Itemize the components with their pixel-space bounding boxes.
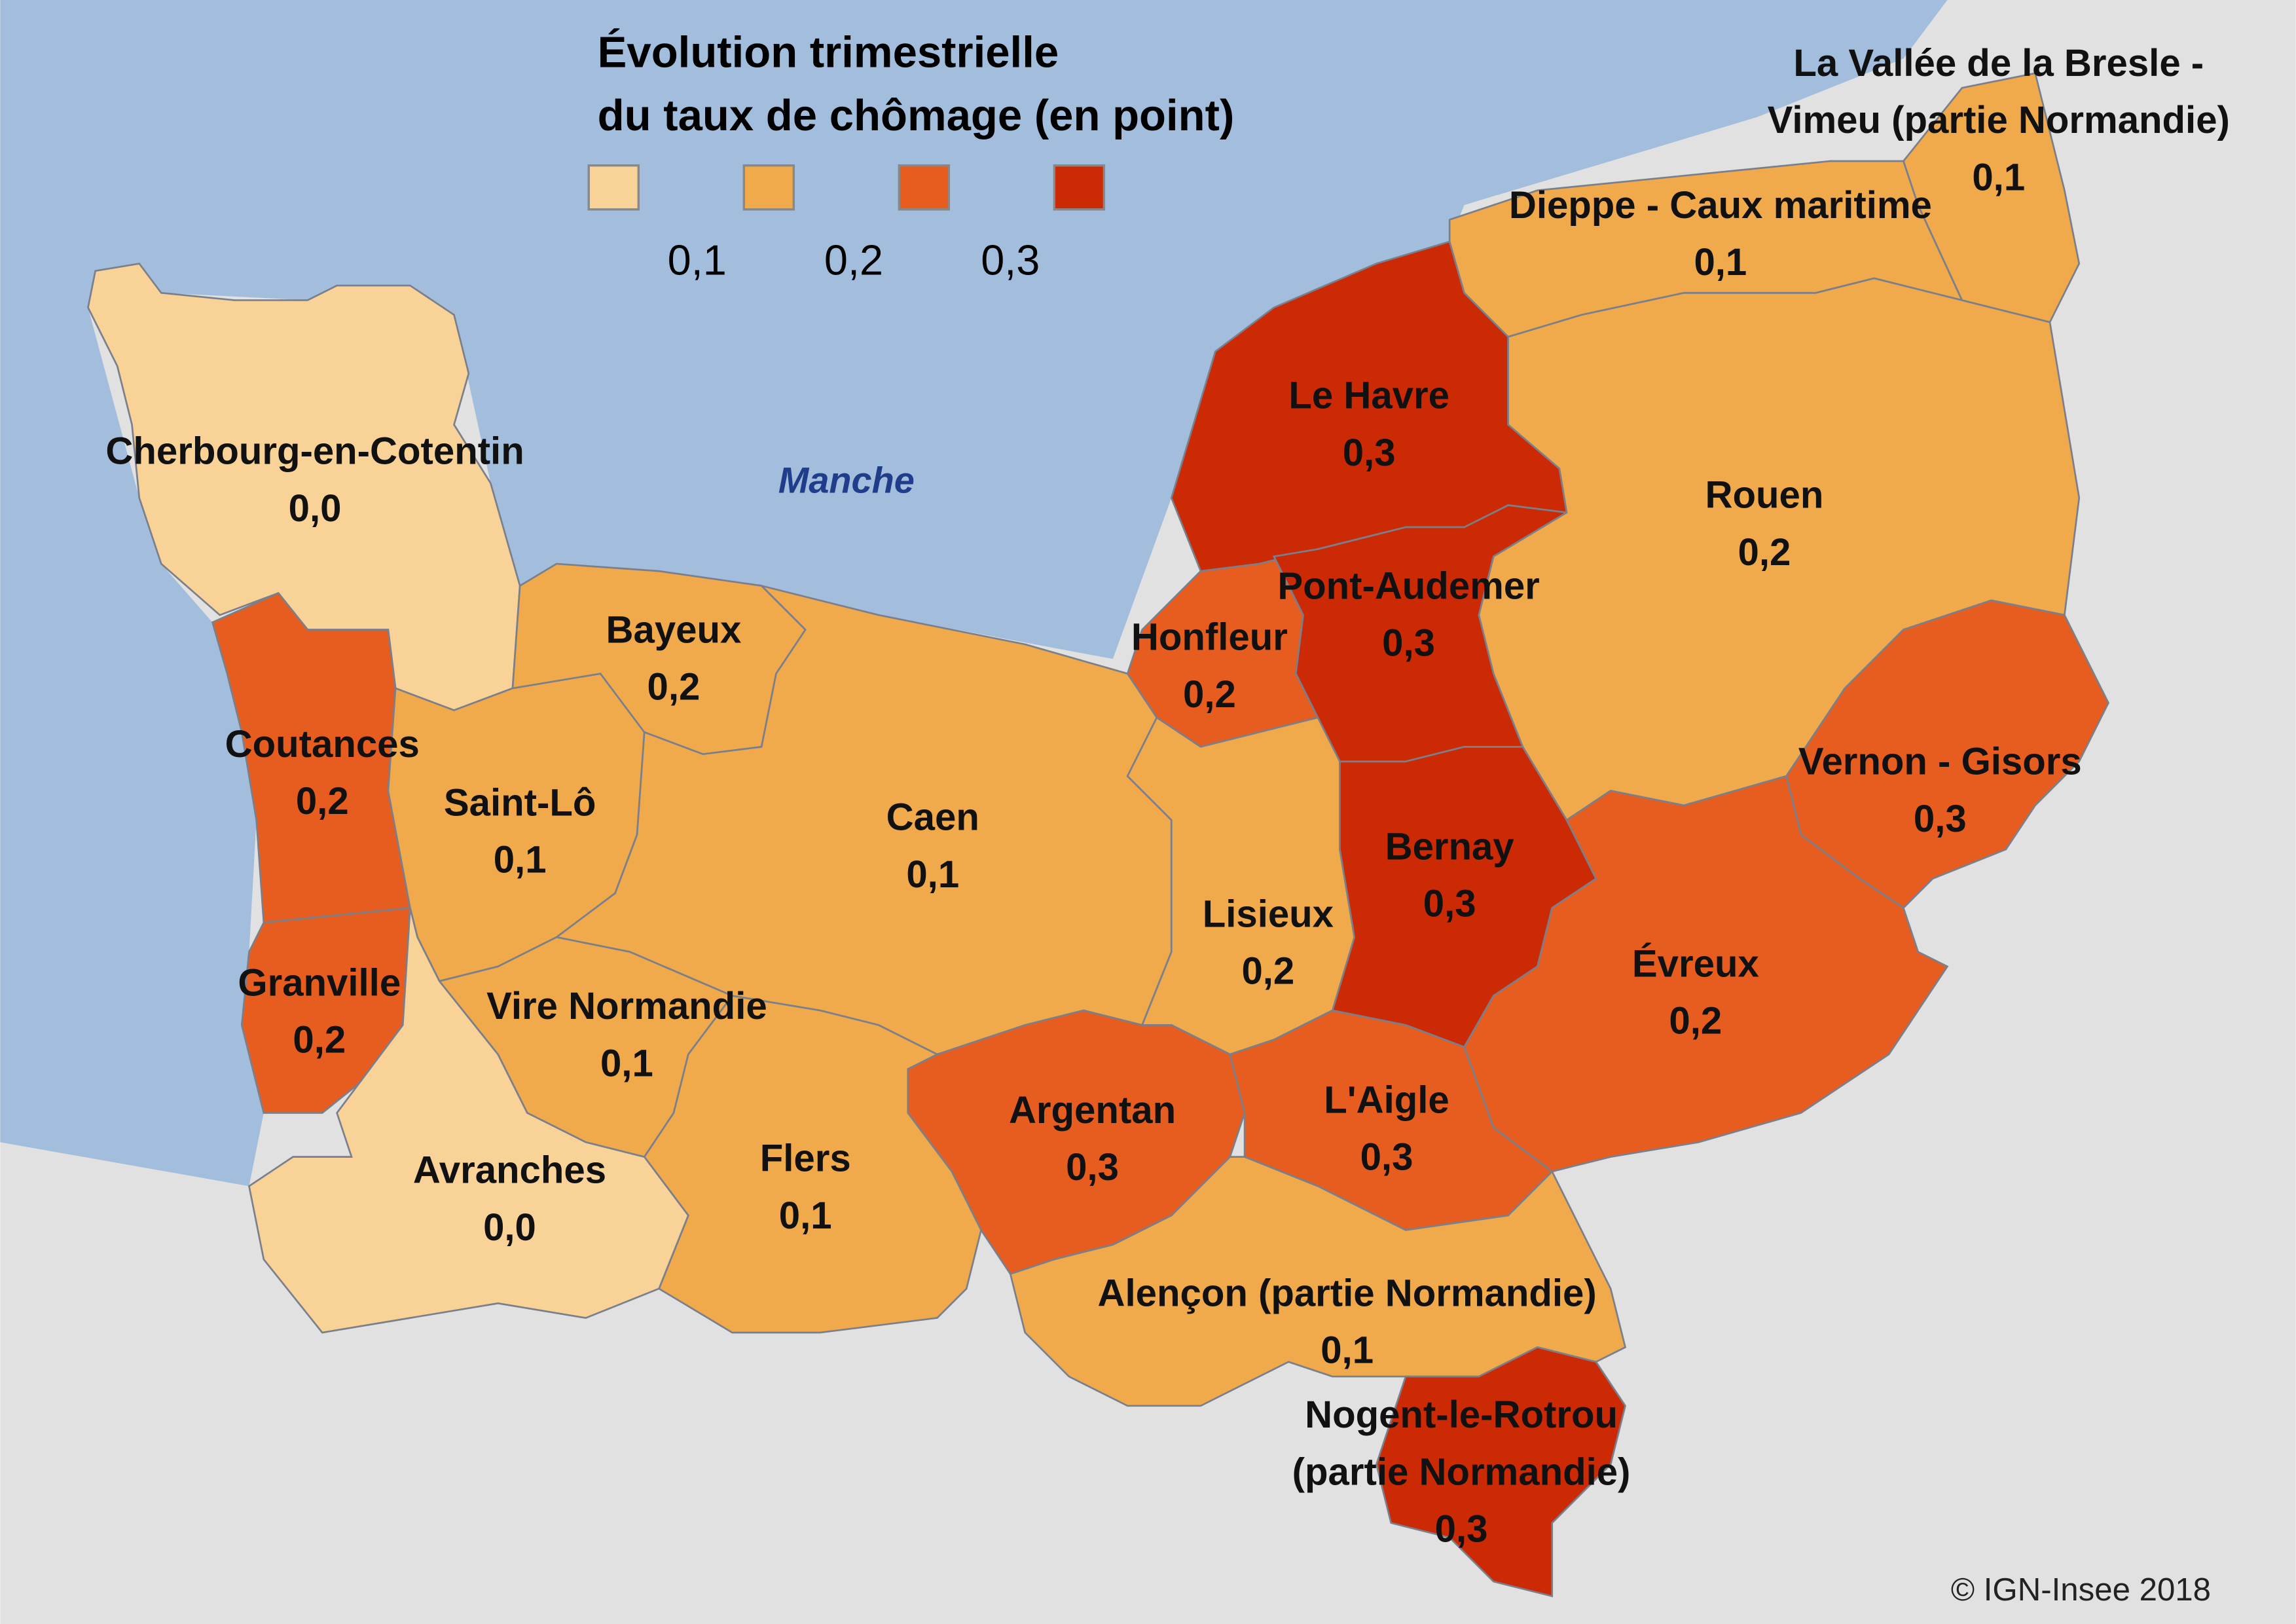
credit: © IGN-Insee 2018 <box>1951 1572 2211 1608</box>
legend-break: 0,2 <box>824 236 883 284</box>
region-value: 0,2 <box>1669 999 1722 1042</box>
region-name: Bernay <box>1385 825 1515 868</box>
region-value: 0,3 <box>1914 798 1967 840</box>
region-value: 0,1 <box>494 839 547 881</box>
region-name: Vire Normandie <box>486 985 767 1027</box>
region <box>1463 775 1949 1173</box>
region-value: 0,1 <box>779 1194 832 1237</box>
region-value: 0,1 <box>1321 1329 1374 1372</box>
region <box>247 908 689 1334</box>
region-value: 0,1 <box>600 1042 653 1084</box>
region-value: 0,2 <box>647 666 701 709</box>
region <box>1009 1156 1627 1407</box>
region-value: 0,3 <box>1360 1135 1413 1178</box>
region-value: 0,2 <box>296 780 349 822</box>
region-name: Vimeu (partie Normandie) <box>1768 99 2230 141</box>
legend: 0,1 0,2 0,3 <box>587 164 1106 284</box>
region-value: 0,3 <box>1423 883 1476 925</box>
region-name: Pont-Audemer <box>1277 564 1539 607</box>
region-value: 0,2 <box>293 1019 346 1061</box>
region-name: Bayeux <box>606 608 742 651</box>
region-name: Le Havre <box>1288 375 1449 417</box>
region-name: Argentan <box>1009 1089 1176 1132</box>
region <box>643 995 982 1334</box>
legend-break: 0,3 <box>981 236 1040 284</box>
title-line: Évolution trimestrielle <box>598 28 1059 77</box>
region-value: 0,3 <box>1435 1507 1488 1550</box>
labels: Cherbourg-en-Cotentin 0,0 Coutances 0,2 Gran… <box>105 42 2229 1550</box>
region-value: 0,2 <box>1241 950 1294 992</box>
region-name: Coutances <box>225 723 420 766</box>
region-value: 0,1 <box>906 853 959 896</box>
legend-swatch <box>898 164 951 211</box>
region-name: Vernon - Gisors <box>1798 741 2082 783</box>
region-name: Avranches <box>413 1149 606 1192</box>
region-name: Dieppe - Caux maritime <box>1509 184 1932 227</box>
region-name: Flers <box>760 1137 851 1180</box>
region-name: Saint-Lô <box>444 781 596 824</box>
title-line: du taux de chômage (en point) <box>598 91 1235 140</box>
legend-swatch <box>587 164 640 211</box>
sea <box>0 0 1948 1187</box>
regions <box>87 72 2109 1598</box>
region <box>1902 72 2081 323</box>
region-name: Honfleur <box>1131 616 1288 659</box>
region-value: 0,3 <box>1066 1146 1119 1189</box>
region-value: 0,1 <box>1694 241 1747 284</box>
region-name: Granville <box>238 961 401 1004</box>
region-name: Évreux <box>1632 942 1759 985</box>
legend-swatch <box>1053 164 1106 211</box>
region <box>1375 1346 1626 1598</box>
region-value: 0,0 <box>483 1206 536 1249</box>
region-value: 0,0 <box>289 487 342 530</box>
region-name: Rouen <box>1705 474 1824 517</box>
region-name: Cherbourg-en-Cotentin <box>105 430 524 473</box>
region-name: Nogent-le-Rotrou <box>1305 1393 1618 1436</box>
region-name: L'Aigle <box>1324 1079 1449 1121</box>
region-value: 0,3 <box>1343 432 1396 474</box>
region-name: (partie Normandie) <box>1292 1450 1631 1493</box>
region-name: Caen <box>886 796 979 839</box>
region-name: La Vallée de la Bresle - <box>1793 42 2204 84</box>
region-value: 0,2 <box>1738 531 1791 574</box>
region-value: 0,3 <box>1382 622 1435 665</box>
sea-label: Manche <box>778 460 915 501</box>
legend-break: 0,1 <box>668 236 727 284</box>
legend-swatch <box>742 164 795 211</box>
region-value: 0,2 <box>1183 673 1236 716</box>
region-name: Alençon (partie Normandie) <box>1098 1272 1597 1314</box>
region-value: 0,1 <box>1972 156 2025 198</box>
region-name: Lisieux <box>1203 893 1334 935</box>
